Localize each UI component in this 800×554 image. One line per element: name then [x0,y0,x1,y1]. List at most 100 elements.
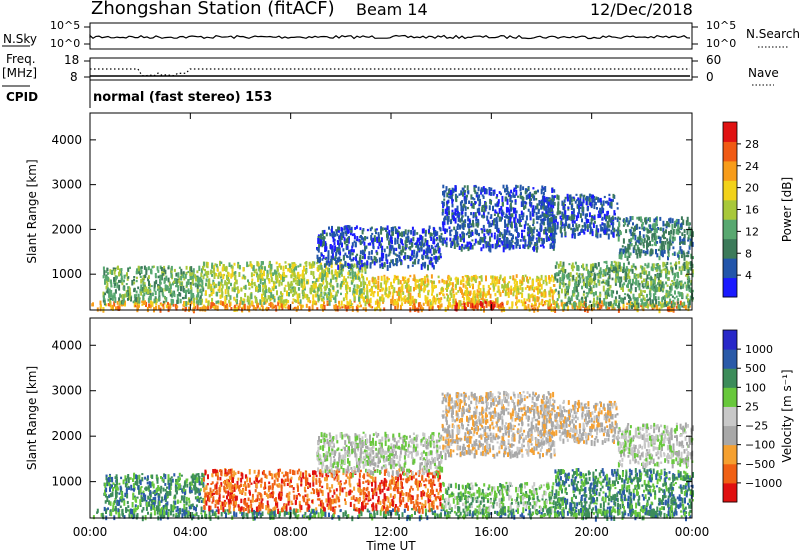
scatter-cell [568,280,571,286]
scatter-cell [383,262,386,265]
scatter-cell [399,280,402,285]
scatter-cell [549,243,552,249]
scatter-cell [546,219,549,225]
scatter-cell [159,265,162,270]
scatter-cell [149,295,152,301]
scatter-cell [207,270,210,276]
scatter-cell [363,254,366,260]
scatter-cell [685,274,687,277]
scatter-cell [677,254,680,258]
scatter-cell [336,257,339,262]
scatter-cell [407,284,410,290]
scatter-cell [647,262,650,268]
scatter-cell [246,295,249,301]
scatter-cell [251,281,253,286]
scatter-cell [438,299,440,304]
scatter-cell [430,305,433,308]
scatter-cell [633,275,636,278]
scatter-cell [360,236,363,240]
scatter-cell [458,245,461,250]
scatter-cell [500,302,502,308]
scatter-cell [490,191,493,196]
scatter-cell [157,304,160,310]
scatter-cell [485,302,488,308]
scatter-cell [596,297,599,301]
scatter-cell [506,282,509,289]
scatter-cell [425,248,428,255]
scatter-cell [666,221,669,227]
scatter-cell [688,288,691,293]
scatter-cell [281,293,284,298]
scatter-cell [424,254,427,259]
scatter-cell [638,253,641,257]
scatter-cell [514,207,517,214]
scatter-cell [406,284,409,288]
scatter-cell [515,184,518,190]
scatter-cell [272,272,275,276]
scatter-cell [178,266,181,269]
scatter-cell [305,264,308,268]
scatter-cell [549,206,552,210]
scatter-cell [445,287,447,290]
scatter-cell [297,301,300,305]
scatter-cell [566,290,569,295]
scatter-cell [481,302,484,308]
scatter-cell [376,236,379,242]
scatter-cell [246,298,249,303]
scatter-cell [460,190,463,196]
scatter-cell [252,265,255,271]
scatter-cell [601,226,604,232]
scatter-cell [189,272,192,276]
scatter-cell [369,242,372,246]
scatter-cell [626,284,628,288]
scatter-cell [430,253,433,256]
scatter-cell [482,291,485,296]
scatter-cell [292,307,295,311]
scatter-cell [681,286,684,289]
scatter-cell [334,295,337,299]
scatter-cell [226,282,229,285]
scatter-cell [680,249,683,254]
scatter-cell [419,302,422,308]
scatter-cell [509,214,512,218]
scatter-cell [353,240,356,243]
scatter-cell [637,236,639,241]
scatter-cell [378,236,381,243]
scatter-cell [637,302,640,309]
scatter-cell [358,296,361,301]
scatter-cell [294,286,297,293]
scatter-cell [448,190,450,194]
scatter-cell [528,201,531,205]
scatter-cell [353,233,356,236]
scatter-cell [602,273,605,277]
scatter-cell [334,257,336,261]
scatter-cell [566,274,569,280]
scatter-cell [175,278,178,284]
scatter-cell [577,274,580,278]
scatter-cell [505,286,508,292]
scatter-cell [514,229,517,232]
scatter-cell [531,278,534,282]
scatter-cell [672,236,675,241]
scatter-cell [476,292,479,295]
scatter-cell [357,261,360,265]
scatter-cell [325,247,328,252]
scatter-cell [317,246,320,253]
scatter-cell [391,239,393,245]
scatter-cell [443,280,446,285]
scatter-cell [543,195,546,202]
scatter-cell [173,293,176,298]
scatter-cell [557,195,560,201]
scatter-cell [204,305,207,312]
scatter-cell [196,270,199,274]
scatter-cell [420,279,423,286]
scatter-cell [456,241,459,248]
scatter-cell [547,201,550,208]
scatter-cell [603,213,606,220]
scatter-cell [250,293,253,300]
scatter-cell [345,230,348,234]
scatter-cell [335,260,338,265]
scatter-cell [508,247,511,251]
scatter-cell [374,300,377,305]
scatter-cell [688,305,691,308]
